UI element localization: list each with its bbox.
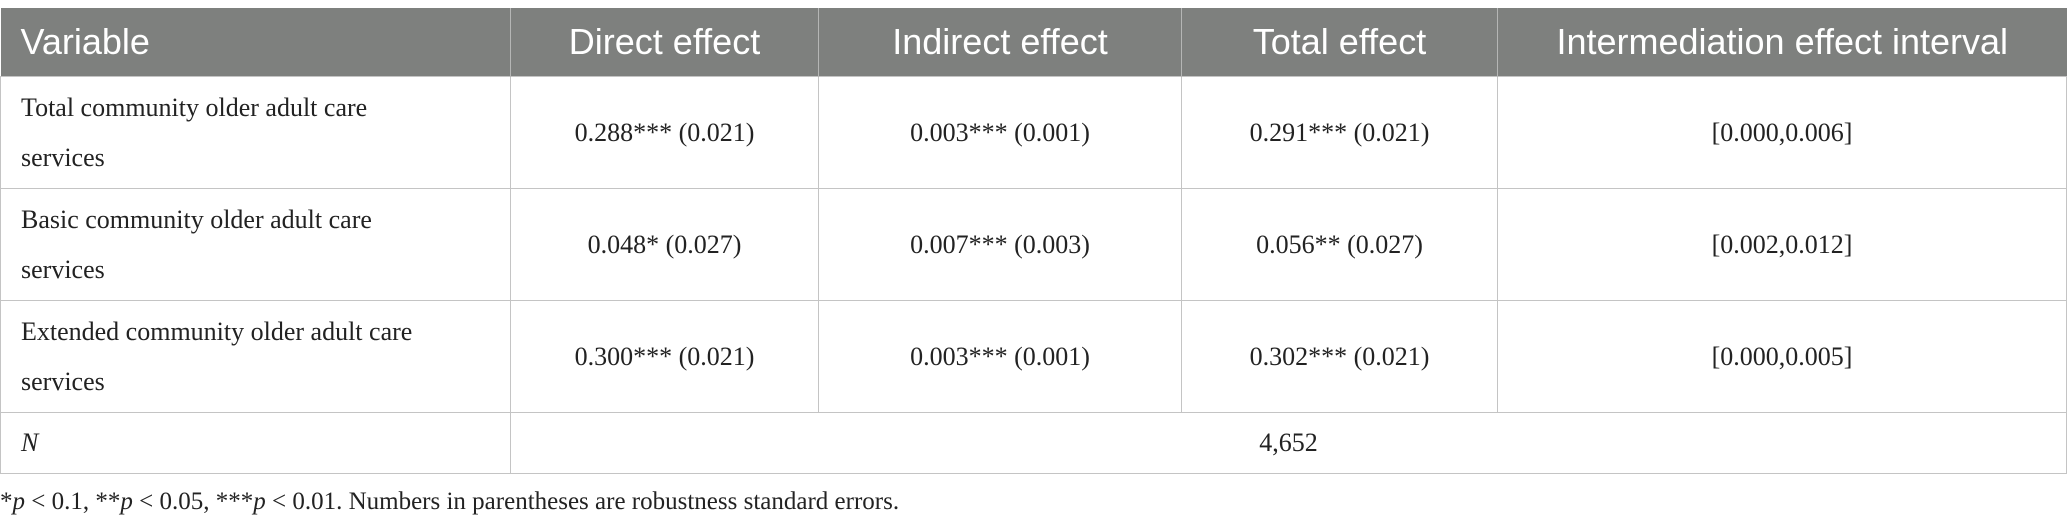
- header-variable: Variable: [0, 8, 511, 77]
- footnote-sig2-cond: < 0.05,: [132, 488, 216, 515]
- variable-cell: Total community older adult care service…: [0, 76, 511, 189]
- header-intermediation-interval: Intermediation effect interval: [1497, 8, 2067, 77]
- interval-cell: [0.000,0.005]: [1497, 300, 2067, 413]
- direct-effect-cell: 0.288*** (0.021): [510, 76, 819, 189]
- header-total-effect: Total effect: [1181, 8, 1498, 77]
- table-row: Total community older adult care service…: [0, 76, 2067, 189]
- mediation-effects-table: Variable Direct effect Indirect effect T…: [0, 8, 2067, 474]
- indirect-effect-cell: 0.003*** (0.001): [818, 76, 1182, 189]
- footnote-note: Numbers in parentheses are robustness st…: [348, 488, 900, 515]
- table-body: Total community older adult care service…: [0, 76, 2067, 474]
- footnote-sig2-var: p: [120, 488, 133, 515]
- table-row: Extended community older adult care serv…: [0, 300, 2067, 413]
- total-effect-cell: 0.056** (0.027): [1181, 188, 1498, 301]
- sample-size-label: N: [0, 412, 511, 474]
- sample-size-value: 4,652: [510, 412, 2067, 474]
- sample-size-row: N 4,652: [0, 412, 2067, 474]
- direct-effect-cell: 0.300*** (0.021): [510, 300, 819, 413]
- total-effect-cell: 0.302*** (0.021): [1181, 300, 1498, 413]
- footnote-sig1-var: p: [12, 488, 26, 515]
- direct-effect-cell: 0.048* (0.027): [510, 188, 819, 301]
- table-row: Basic community older adult care service…: [0, 188, 2067, 301]
- footnote-sig3-cond: < 0.01.: [265, 488, 349, 515]
- table-footnote: *p < 0.1, **p < 0.05, ***p < 0.01. Numbe…: [0, 488, 899, 516]
- variable-cell: Extended community older adult care serv…: [0, 300, 511, 413]
- footnote-sig1-mark: *: [0, 488, 13, 515]
- header-indirect-effect: Indirect effect: [818, 8, 1182, 77]
- footnote-sig3-mark: ***: [215, 488, 254, 515]
- footnote-sig1-cond: < 0.1,: [25, 488, 96, 515]
- variable-cell: Basic community older adult care service…: [0, 188, 511, 301]
- header-direct-effect: Direct effect: [510, 8, 819, 77]
- indirect-effect-cell: 0.003*** (0.001): [818, 300, 1182, 413]
- footnote-sig3-var: p: [253, 488, 266, 515]
- table-header: Variable Direct effect Indirect effect T…: [0, 8, 2067, 77]
- total-effect-cell: 0.291*** (0.021): [1181, 76, 1498, 189]
- footnote-sig2-mark: **: [95, 488, 121, 515]
- indirect-effect-cell: 0.007*** (0.003): [818, 188, 1182, 301]
- interval-cell: [0.000,0.006]: [1497, 76, 2067, 189]
- interval-cell: [0.002,0.012]: [1497, 188, 2067, 301]
- header-row: Variable Direct effect Indirect effect T…: [0, 8, 2067, 77]
